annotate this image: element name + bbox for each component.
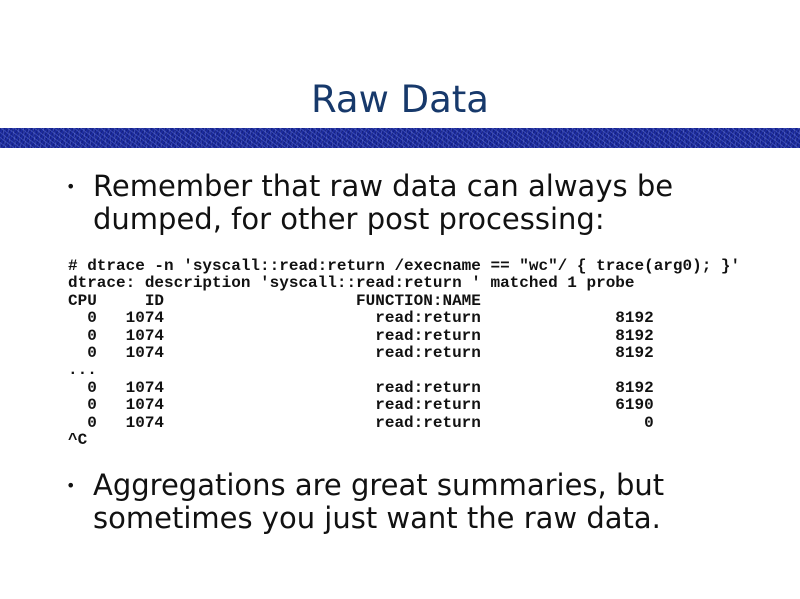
code-line: 0 1074 read:return 8192 [68, 378, 654, 397]
code-line: 0 1074 read:return 8192 [68, 309, 654, 328]
title-banner [0, 128, 800, 148]
code-line: 0 1074 read:return 8192 [68, 326, 654, 345]
code-line: CPU ID FUNCTION:NAME [68, 291, 481, 310]
code-line: 0 1074 read:return 6190 [68, 396, 654, 415]
code-block: # dtrace -n 'syscall::read:return /execn… [68, 257, 741, 449]
bullet-text: Remember that raw data can always be dum… [93, 169, 674, 236]
code-line: 0 1074 read:return 8192 [68, 343, 654, 362]
code-line: ^C [68, 430, 88, 449]
code-line: 0 1074 read:return 0 [68, 413, 654, 432]
bullet-item: • Remember that raw data can always be d… [66, 170, 766, 236]
code-line: # dtrace -n 'syscall::read:return /execn… [68, 257, 741, 275]
code-line: ... [68, 361, 97, 380]
bullet-item: • Aggregations are great summaries, but … [66, 469, 766, 535]
code-line: dtrace: description 'syscall::read:retur… [68, 274, 635, 293]
bullet-text: Aggregations are great summaries, but so… [93, 468, 665, 535]
bullet-dot-icon: • [66, 476, 76, 495]
slide-title: Raw Data [311, 78, 489, 121]
bullet-dot-icon: • [66, 177, 76, 196]
